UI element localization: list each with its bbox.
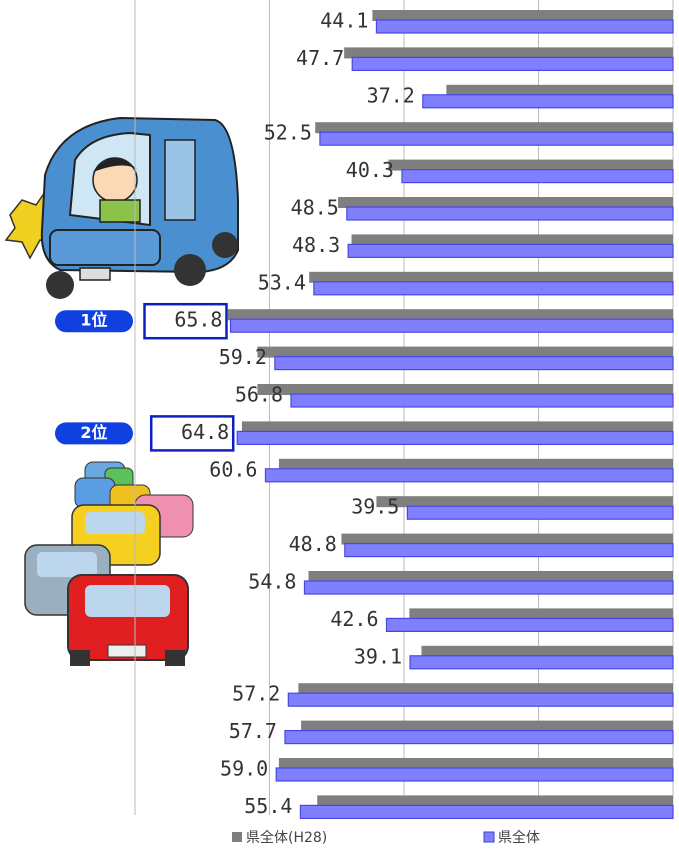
bar xyxy=(341,534,673,545)
bar xyxy=(372,10,673,21)
legend-label: 県全体 xyxy=(498,829,540,846)
bar xyxy=(257,347,673,358)
bar xyxy=(352,234,673,245)
bar xyxy=(347,207,673,220)
bar xyxy=(345,544,673,557)
value-label: 57.7 xyxy=(229,719,277,743)
rank-label: 2位 xyxy=(80,423,107,442)
bar xyxy=(309,571,673,582)
value-label: 59.2 xyxy=(219,345,267,369)
bar xyxy=(230,319,673,332)
bar xyxy=(352,57,673,70)
bar xyxy=(288,693,673,706)
bar xyxy=(300,805,673,818)
traffic-illustration xyxy=(25,462,193,666)
bar xyxy=(228,309,673,320)
value-label: 37.2 xyxy=(367,83,415,107)
rank-label: 1位 xyxy=(80,311,107,330)
bar xyxy=(275,357,673,370)
bar xyxy=(265,469,673,482)
value-label: 59.0 xyxy=(220,757,268,781)
bar xyxy=(285,731,673,744)
bar xyxy=(291,394,673,407)
bar xyxy=(237,431,673,444)
value-label: 53.4 xyxy=(258,270,306,294)
legend-swatch xyxy=(484,832,494,842)
bar xyxy=(407,506,673,519)
bar xyxy=(298,683,673,694)
value-label: 48.8 xyxy=(289,532,337,556)
bar xyxy=(389,160,673,171)
value-label: 39.1 xyxy=(354,644,402,668)
bar xyxy=(315,122,673,133)
bar xyxy=(421,646,673,657)
bar xyxy=(276,768,673,781)
bar xyxy=(423,95,673,108)
value-label: 42.6 xyxy=(330,607,378,631)
chart: 44.1 47.7 37.2 52.5 40.3 48.5 48.3 53.4 65.8 1位 59… xyxy=(0,0,679,849)
value-label: 52.5 xyxy=(264,121,312,145)
bar xyxy=(279,459,673,470)
value-label: 40.3 xyxy=(346,158,394,182)
value-label: 48.5 xyxy=(291,196,339,220)
bar xyxy=(402,170,673,183)
bar xyxy=(320,132,673,145)
value-label: 47.7 xyxy=(296,46,344,70)
bar xyxy=(344,47,673,58)
value-label: 56.8 xyxy=(235,383,283,407)
bar xyxy=(376,20,673,33)
bar xyxy=(301,721,673,732)
bar xyxy=(279,758,673,769)
value-label: 39.5 xyxy=(351,495,399,519)
legend-label: 県全体(H28) xyxy=(246,829,327,846)
bar xyxy=(376,496,673,507)
bar xyxy=(304,581,673,594)
bar xyxy=(309,272,673,283)
bar xyxy=(242,421,673,432)
bar xyxy=(317,795,673,806)
value-label: 54.8 xyxy=(248,570,296,594)
legend-swatch xyxy=(232,832,242,842)
value-label: 65.8 xyxy=(174,308,222,332)
value-label: 44.1 xyxy=(320,9,368,33)
value-label: 64.8 xyxy=(181,420,229,444)
bar xyxy=(314,282,673,295)
bar xyxy=(410,656,673,669)
value-label: 55.4 xyxy=(244,794,292,818)
bar xyxy=(387,618,673,631)
bar xyxy=(348,244,673,257)
bar xyxy=(257,384,673,395)
bar xyxy=(409,608,673,619)
value-label: 60.6 xyxy=(209,457,257,481)
value-label: 57.2 xyxy=(232,682,280,706)
crash-illustration xyxy=(6,118,238,299)
bar xyxy=(446,85,673,96)
bar xyxy=(338,197,673,208)
value-label: 48.3 xyxy=(292,233,340,257)
